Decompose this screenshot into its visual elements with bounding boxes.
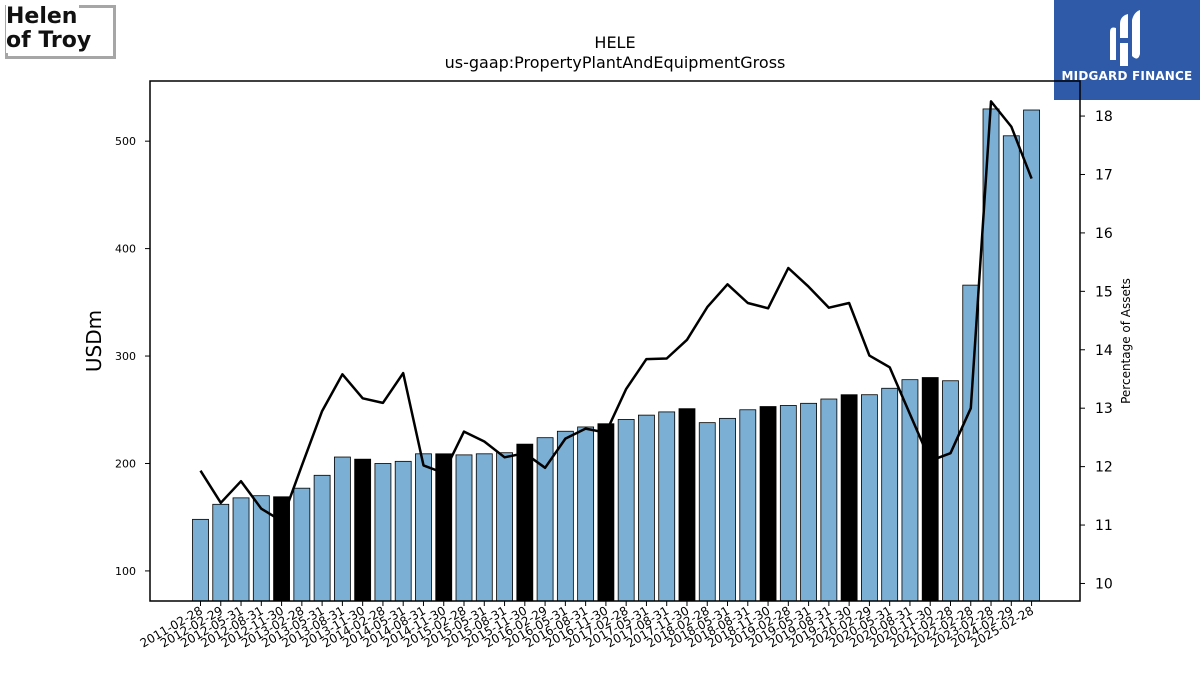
- bar-2013-08-31: [333, 456, 351, 602]
- helen-of-troy-logo: Helen of Troy: [5, 5, 116, 59]
- bar-2016-11-30: [597, 423, 615, 602]
- bar-2020-05-31: [881, 387, 899, 602]
- y-tick-label-500: 500: [115, 135, 136, 148]
- bar-2013-11-30: [354, 458, 372, 602]
- y2-tick-label-13: 13: [1095, 401, 1113, 417]
- bar-2015-11-30: [516, 443, 534, 602]
- y-tick-label-400: 400: [115, 243, 136, 256]
- midgard-finance-logo: MIDGARD FINANCE: [1054, 0, 1200, 100]
- bar-2014-11-30: [435, 453, 453, 602]
- bar-2019-02-28: [779, 405, 797, 602]
- bar-2012-11-30: [273, 496, 290, 602]
- bar-2017-08-31: [658, 411, 676, 602]
- chart-title: HELE: [594, 33, 636, 52]
- y2-tick-label-15: 15: [1095, 284, 1113, 300]
- bar-2021-02-28: [942, 380, 959, 602]
- bar-2020-11-30: [921, 377, 939, 602]
- bar-2017-02-28: [617, 419, 635, 602]
- bar-2015-05-31: [475, 453, 493, 602]
- bar-2013-05-31: [313, 474, 331, 602]
- midgard-logo-icon: [1110, 10, 1140, 66]
- y2-tick-label-12: 12: [1095, 460, 1113, 476]
- bar-2018-02-28: [698, 422, 716, 602]
- bar-2019-05-31: [800, 402, 817, 602]
- bar-2016-05-31: [556, 430, 574, 602]
- y-tick-label-100: 100: [115, 565, 136, 578]
- bar-2024-02-29: [1002, 135, 1020, 602]
- bar-2019-08-31: [820, 398, 838, 602]
- y-tick-label-200: 200: [115, 457, 136, 470]
- y2-tick-label-16: 16: [1095, 226, 1113, 242]
- bar-2016-02-29: [536, 437, 554, 602]
- y-axis-label: USDm: [82, 310, 106, 372]
- bar-2020-02-29: [861, 394, 878, 602]
- bar-2014-08-31: [415, 453, 432, 602]
- y2-axis-label: Percentage of Assets: [1119, 278, 1133, 404]
- y2-tick-label-18: 18: [1095, 109, 1113, 125]
- percentage-line: [199, 100, 1033, 523]
- y2-tick-label-17: 17: [1095, 167, 1113, 183]
- bar-2011-02-28: [192, 518, 209, 602]
- bar-2018-08-31: [739, 409, 757, 602]
- logo-line-2: of Troy: [6, 28, 94, 53]
- plot-frame: [149, 80, 1081, 602]
- bar-2025-02-28: [1023, 109, 1040, 602]
- y2-tick-label-14: 14: [1095, 343, 1113, 359]
- logo-brand-text: MIDGARD FINANCE: [1061, 69, 1193, 83]
- y2-tick-label-11: 11: [1095, 518, 1113, 534]
- y2-tick-label-10: 10: [1095, 576, 1113, 592]
- logo-line-1: Helen: [6, 4, 80, 29]
- bar-2014-05-31: [394, 460, 412, 602]
- bar-2015-08-31: [496, 452, 513, 602]
- bar-2018-11-30: [759, 406, 777, 602]
- bar-2013-02-28: [293, 487, 311, 602]
- bar-2017-05-31: [638, 414, 655, 602]
- y-tick-label-300: 300: [115, 350, 136, 363]
- bar-2016-08-31: [577, 426, 595, 602]
- bar-2015-02-28: [455, 454, 473, 602]
- chart-subtitle: us-gaap:PropertyPlantAndEquipmentGross: [444, 53, 786, 72]
- bar-2019-11-30: [840, 394, 858, 602]
- bar-2014-02-28: [374, 463, 392, 602]
- bar-2017-11-30: [678, 408, 696, 602]
- bar-2018-05-31: [719, 417, 736, 602]
- bar-2012-02-29: [212, 503, 230, 602]
- bar-2012-05-31: [232, 497, 250, 602]
